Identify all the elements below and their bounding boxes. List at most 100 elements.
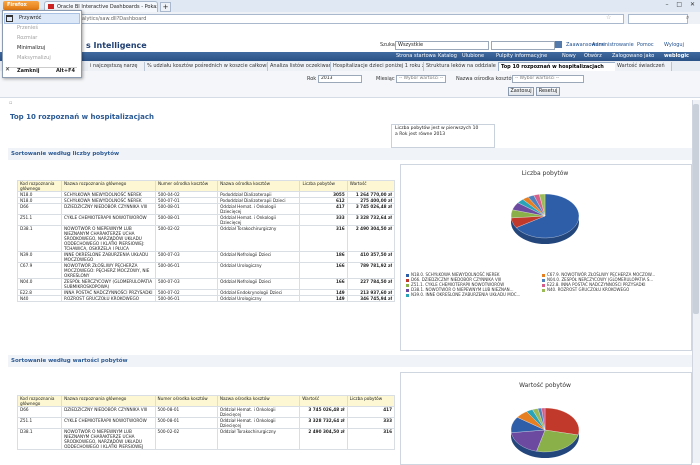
nav-new[interactable]: Nowy — [562, 53, 576, 59]
legend-item: N18.0. SCHYŁKOWA NIEWYDOLNOŚĆ NEREK — [406, 272, 500, 277]
legend-swatch — [542, 288, 545, 292]
table-cell: 3 328 732,64 zł — [299, 417, 348, 429]
table-row: N18.0 SCHYŁKOWA NIEWYDOLNOŚĆ NEREK 500-07-… — [16, 197, 396, 204]
col-header-count[interactable]: Liczba pobytów — [299, 180, 348, 192]
bookmark-star-icon[interactable]: ☆ — [606, 14, 612, 21]
top10-count-table: Kod rozpoznania głównego Nazwa rozpoznan… — [16, 180, 396, 302]
chart-legend-count: N18.0. SCHYŁKOWA NIEWYDOLNOŚĆ NEREK D66. … — [404, 272, 688, 322]
pie-count-slice[interactable] — [515, 193, 580, 239]
nav-dashboards[interactable]: Pulpity informacyjne — [496, 53, 548, 59]
legend-swatch — [406, 278, 409, 282]
table-cell: Oddział Urologiczny — [217, 262, 301, 279]
apply-button[interactable]: Zastosuj — [508, 87, 534, 96]
search-icon[interactable]: ⌕ — [686, 14, 690, 21]
col-header-code[interactable]: Kod rozpoznania głównego — [16, 395, 63, 407]
month-select[interactable]: -- Wybór wartości -- — [396, 75, 446, 83]
section-header-count: Sortowanie według liczby pobytów — [8, 148, 692, 160]
tab-dashboard-4[interactable]: Hospitalizacje dzieci poniżej 1 roku życ… — [331, 62, 424, 71]
table-cell: 500-02-02 — [154, 225, 219, 252]
col-header-value[interactable]: Wartość — [346, 180, 396, 192]
col-header-name[interactable]: Nazwa rozpoznania głównego — [61, 395, 156, 407]
menu-item-minimize[interactable]: Minimalizuj — [17, 45, 46, 51]
table-row: N40 ROZROST GRUCZOŁU KROKOWEGO 500-06-01 Od… — [16, 295, 396, 302]
window-controls[interactable]: – □ ✕ — [665, 1, 698, 8]
tab-dashboard-2[interactable]: % udziału kosztów pośrednich w koszcie c… — [145, 62, 268, 71]
oracle-favicon-icon — [48, 4, 54, 9]
logout-link[interactable]: Wyloguj — [664, 42, 684, 48]
new-tab-button[interactable]: + — [160, 2, 171, 12]
table-row: D66 DZIEDZICZNY NIEDOBÓR CZYNNIKA VIII 500… — [16, 203, 396, 215]
menu-item-restore[interactable]: Przywróć — [4, 13, 80, 24]
table-cell: SCHYŁKOWA NIEWYDOLNOŚĆ NEREK — [61, 191, 156, 198]
tab-dashboard-7[interactable]: Wartość świadczeń — [615, 62, 672, 71]
tab-dashboard-1[interactable]: i najczęstszą narzę — [88, 62, 145, 71]
table-cell: D38.1 — [16, 225, 63, 252]
legend-item: N04.0. ZESPÓŁ NERCZYCOWY (GLOMERULOPATIA… — [542, 277, 653, 282]
table-cell: Oddział Urologiczny — [217, 295, 301, 302]
col-header-cc-number[interactable]: Numer ośrodka kosztów — [154, 180, 219, 192]
global-nav-bar — [0, 52, 700, 61]
table-row: E22.8 INNA POSTAĆ NADCZYNNOŚCI PRZYSADKI 5… — [16, 289, 396, 296]
nav-home[interactable]: Strona startowa — [396, 53, 436, 59]
firefox-menu-button[interactable]: Firefox — [3, 1, 39, 10]
restore-icon — [6, 15, 13, 22]
col-header-value[interactable]: Wartość — [299, 395, 348, 407]
administration-link[interactable]: Administrowanie — [592, 42, 634, 48]
browser-search-input[interactable] — [628, 14, 688, 24]
table-cell: DZIEDZICZNY NIEDOBÓR CZYNNIKA VIII — [61, 203, 156, 215]
table-cell: 417 — [299, 203, 348, 215]
pie-value-slice[interactable] — [544, 407, 580, 436]
catalog-search-input[interactable] — [491, 41, 555, 50]
window-system-menu: Przywróć Przenieś Rozmiar Minimalizuj Ma… — [2, 10, 82, 78]
legend-label: N39.0. INNE OKREŚLONE ZABURZENIA UKŁADU … — [411, 292, 521, 297]
page-options-icon[interactable]: ▫ — [9, 100, 13, 106]
table-cell: 500-08-01 — [154, 203, 219, 215]
pie-value-slice[interactable] — [536, 429, 579, 453]
tab-dashboard-5[interactable]: Struktura leków na oddziale — [424, 62, 499, 71]
col-header-cc-name[interactable]: Nazwa ośrodka kosztów — [216, 395, 301, 407]
table-cell: Oddział Nefrologii Dzieci — [217, 251, 301, 263]
table-row: D38.1 NOWOTWÓR O NIEPEWNYM LUB NIEZNANYM … — [16, 428, 396, 450]
advanced-search-link[interactable]: Zaawansowane — [566, 42, 605, 48]
table-cell: CYKLE CHEMIOTERAPII NOWOTWORÓW — [61, 417, 156, 429]
nav-user[interactable]: weblogic — [664, 53, 689, 59]
table-cell: 316 — [299, 225, 348, 252]
col-header-code[interactable]: Kod rozpoznania głównego — [16, 180, 63, 192]
table-cell: 500-02-02 — [154, 428, 218, 450]
col-header-cc-name[interactable]: Nazwa ośrodka kosztów — [217, 180, 301, 192]
table-cell: SCHYŁKOWA NIEWYDOLNOŚĆ NEREK — [61, 197, 156, 204]
table-cell: Oddział Hemat. i Onkologii Dziecięcej — [217, 214, 301, 226]
menu-item-close[interactable]: Zamknij Alt+F4 — [17, 68, 75, 74]
pie-value-slice[interactable] — [541, 407, 546, 431]
search-label: Szukaj — [380, 42, 397, 48]
table-cell: Oddział Hemat. i Onkologii Dziecięcej — [216, 406, 301, 418]
app-header — [0, 24, 700, 53]
month-label: Miesiąc — [376, 76, 395, 82]
col-header-count[interactable]: Liczba pobytów — [346, 395, 396, 407]
search-scope-select[interactable]: Wszystkie — [395, 41, 489, 50]
nav-open[interactable]: Otwórz — [584, 53, 602, 59]
table-row: D66 DZIEDZICZNY NIEDOBÓR CZYNNIKA VIII 500… — [16, 406, 396, 418]
nav-catalog[interactable]: Katalog — [438, 53, 457, 59]
pie-count-slice[interactable] — [539, 193, 546, 217]
reset-button[interactable]: Resetuj — [536, 87, 560, 96]
table-cell: Z51.1 — [16, 417, 63, 429]
year-select[interactable]: 2013 — [318, 75, 362, 83]
pie-chart-value[interactable] — [490, 392, 600, 463]
tab-dashboard-3[interactable]: Analiza listów oczekiwania pacj — [268, 62, 331, 71]
nav-favorites[interactable]: Ulubione — [462, 53, 485, 59]
pie-value-slice[interactable] — [511, 429, 546, 452]
browser-tab[interactable]: Oracle BI Interactive Dashboards - Pokaż — [44, 1, 158, 12]
help-link[interactable]: Pomoc — [637, 42, 654, 48]
chart-title-count: Liczba pobytów — [521, 170, 569, 177]
col-header-name[interactable]: Nazwa rozpoznania głównego — [61, 180, 156, 192]
table-cell: 500-06-01 — [154, 262, 219, 279]
col-header-cc-number[interactable]: Numer ośrodka kosztów — [154, 395, 218, 407]
search-go-button[interactable] — [555, 41, 562, 48]
pie-chart-count[interactable] — [490, 180, 600, 260]
url-bar[interactable]: ...analytics/saw.dll?Dashboard — [62, 14, 624, 24]
cost-center-select[interactable]: -- Wybór wartości -- — [512, 75, 584, 83]
table-cell: 333 — [299, 214, 348, 226]
table-cell: N39.0 — [16, 251, 63, 263]
scrollbar-thumb[interactable] — [693, 104, 699, 314]
